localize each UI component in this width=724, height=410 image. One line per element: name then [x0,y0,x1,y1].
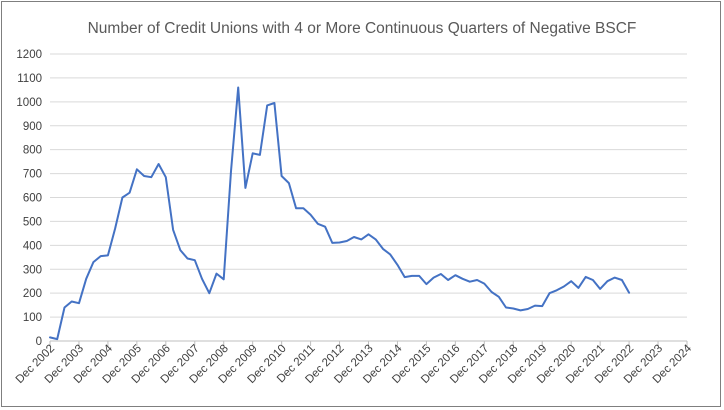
y-tick-label: 100 [23,312,42,324]
y-tick-label: 900 [23,121,42,133]
y-axis-tick-labels: 0 100 200 300 400 500 600 700 800 900 1000 1100 1200 [16,49,42,348]
y-tick-label: 300 [23,264,42,276]
y-tick-label: 1200 [16,49,42,61]
y-tick-label: 800 [23,145,42,157]
y-tick-label: 1000 [16,97,42,109]
y-tick-label: 500 [23,216,42,228]
series-line [49,86,631,341]
y-tick-label: 200 [23,288,42,300]
chart-title: Number of Credit Unions with 4 or More C… [88,20,637,37]
y-tick-label: 600 [23,193,42,205]
y-tick-label: 700 [23,169,42,181]
gridlines [50,53,687,318]
y-tick-label: 400 [23,240,42,252]
y-tick-label: 0 [36,336,42,348]
series-layer [49,86,631,341]
y-tick-label: 1100 [17,73,42,85]
